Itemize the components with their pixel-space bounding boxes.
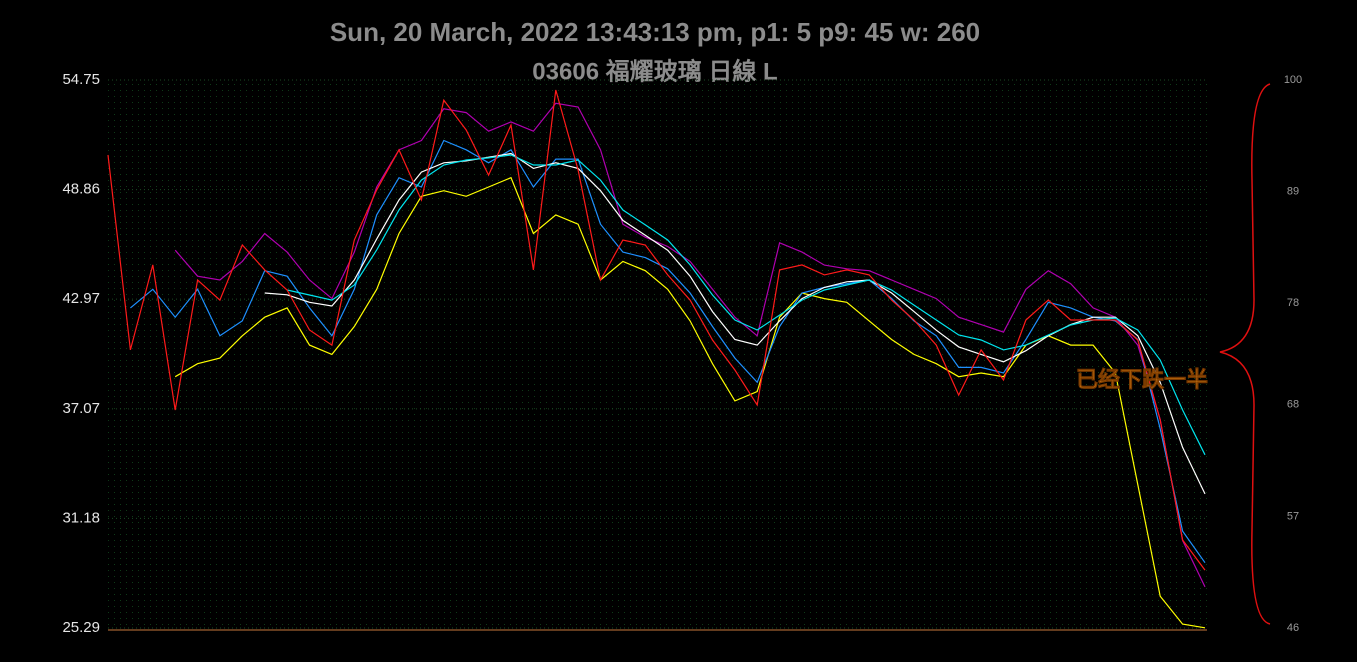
series-line (174, 102, 1206, 588)
y2-tick-label: 78 (1287, 297, 1299, 309)
series-line (107, 89, 1206, 571)
series-line (264, 152, 1206, 495)
y-tick-label: 37.07 (62, 400, 100, 417)
y2-tick-label: 46 (1287, 622, 1299, 634)
y-tick-label: 54.75 (62, 71, 100, 88)
annotation: 已经下跌一半 (1076, 367, 1208, 393)
series-line (286, 154, 1206, 456)
y2-tick-label: 100 (1284, 74, 1302, 86)
y2-tick-label: 57 (1287, 510, 1299, 522)
y-tick-label: 25.29 (62, 619, 100, 636)
y2-tick-label: 89 (1287, 186, 1299, 198)
y-tick-label: 48.86 (62, 181, 100, 198)
y-tick-label: 31.18 (62, 509, 100, 526)
y2-tick-label: 68 (1287, 399, 1299, 411)
series-line (130, 139, 1206, 564)
chart-title: Sun, 20 March, 2022 13:43:13 pm, p1: 5 p… (330, 17, 980, 47)
chart-subtitle: 03606 福耀玻璃 日線 L (532, 57, 777, 85)
plot-grid (108, 80, 1207, 628)
y-tick-label: 42.97 (62, 290, 100, 307)
brace (1219, 83, 1271, 625)
